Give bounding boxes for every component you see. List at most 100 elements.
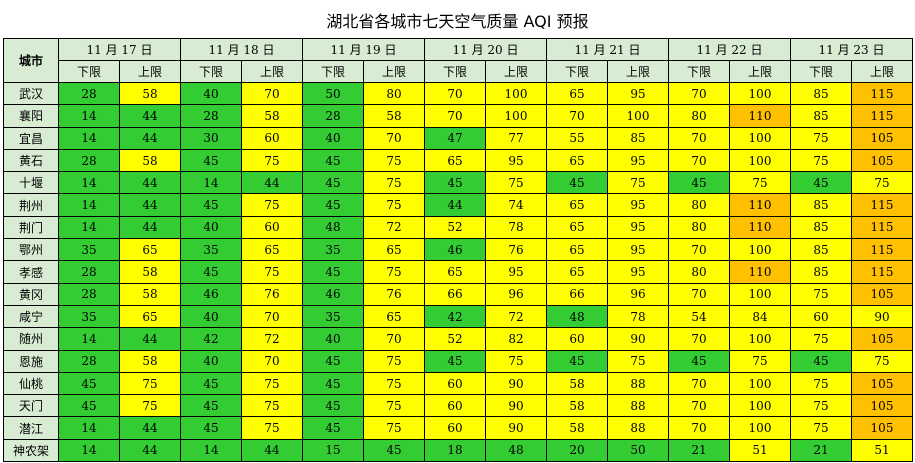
aqi-lower-cell: 70 — [668, 148, 730, 173]
table-row: 随州 14 44 42 72 40 70 52 82 60 90 70 100 75 105 — [3, 327, 913, 351]
lower-bound-header: 下限 — [58, 60, 120, 83]
aqi-lower-cell: 58 — [546, 394, 608, 418]
date-header: 11 月 23 日 — [790, 38, 913, 61]
city-name-cell: 十堰 — [3, 171, 59, 195]
upper-bound-header: 上限 — [363, 60, 425, 83]
aqi-upper-cell: 96 — [485, 282, 547, 306]
aqi-upper-cell: 44 — [119, 215, 181, 240]
aqi-upper-cell: 75 — [607, 171, 669, 195]
aqi-lower-cell: 60 — [790, 304, 852, 329]
aqi-upper-cell: 75 — [363, 349, 425, 373]
aqi-lower-cell: 70 — [424, 104, 486, 128]
city-name-cell: 宜昌 — [3, 126, 59, 150]
aqi-lower-cell: 80 — [668, 104, 730, 128]
aqi-upper-cell: 105 — [851, 394, 913, 418]
aqi-lower-cell: 75 — [790, 148, 852, 173]
aqi-lower-cell: 14 — [58, 171, 120, 195]
aqi-upper-cell: 100 — [485, 81, 547, 106]
aqi-upper-cell: 70 — [241, 304, 303, 329]
aqi-lower-cell: 80 — [668, 215, 730, 240]
aqi-lower-cell: 80 — [668, 260, 730, 284]
aqi-lower-cell: 28 — [58, 349, 120, 373]
upper-bound-header: 上限 — [851, 60, 913, 83]
aqi-upper-cell: 75 — [363, 416, 425, 440]
aqi-upper-cell: 95 — [607, 238, 669, 262]
aqi-upper-cell: 100 — [729, 148, 791, 173]
aqi-lower-cell: 45 — [302, 371, 364, 396]
aqi-upper-cell: 100 — [485, 104, 547, 128]
aqi-upper-cell: 65 — [363, 304, 425, 329]
aqi-lower-cell: 65 — [546, 238, 608, 262]
aqi-upper-cell: 48 — [485, 438, 547, 463]
aqi-upper-cell: 72 — [485, 304, 547, 329]
upper-bound-header: 上限 — [729, 60, 791, 83]
aqi-upper-cell: 70 — [241, 349, 303, 373]
aqi-upper-cell: 75 — [363, 171, 425, 195]
aqi-upper-cell: 105 — [851, 282, 913, 306]
aqi-lower-cell: 50 — [302, 81, 364, 106]
aqi-lower-cell: 35 — [58, 238, 120, 262]
aqi-upper-cell: 100 — [729, 126, 791, 150]
city-name-cell: 武汉 — [3, 81, 59, 106]
aqi-lower-cell: 60 — [424, 416, 486, 440]
aqi-lower-cell: 40 — [180, 349, 242, 373]
city-name-cell: 荆门 — [3, 215, 59, 240]
lower-bound-header: 下限 — [180, 60, 242, 83]
aqi-upper-cell: 58 — [363, 104, 425, 128]
aqi-lower-cell: 28 — [180, 104, 242, 128]
aqi-lower-cell: 85 — [790, 104, 852, 128]
aqi-upper-cell: 65 — [363, 238, 425, 262]
aqi-upper-cell: 50 — [607, 438, 669, 463]
aqi-upper-cell: 75 — [363, 260, 425, 284]
city-name-cell: 黄冈 — [3, 282, 59, 306]
aqi-upper-cell: 76 — [363, 282, 425, 306]
aqi-lower-cell: 85 — [790, 215, 852, 240]
aqi-upper-cell: 75 — [241, 416, 303, 440]
aqi-lower-cell: 42 — [424, 304, 486, 329]
aqi-lower-cell: 75 — [790, 126, 852, 150]
aqi-lower-cell: 40 — [180, 215, 242, 240]
aqi-lower-cell: 70 — [668, 282, 730, 306]
aqi-lower-cell: 45 — [424, 171, 486, 195]
aqi-lower-cell: 35 — [58, 304, 120, 329]
aqi-lower-cell: 70 — [668, 327, 730, 351]
aqi-upper-cell: 78 — [607, 304, 669, 329]
aqi-upper-cell: 100 — [607, 104, 669, 128]
aqi-upper-cell: 44 — [119, 104, 181, 128]
aqi-upper-cell: 65 — [241, 238, 303, 262]
aqi-lower-cell: 70 — [546, 104, 608, 128]
aqi-lower-cell: 65 — [546, 148, 608, 173]
aqi-lower-cell: 75 — [790, 416, 852, 440]
aqi-upper-cell: 70 — [241, 81, 303, 106]
upper-bound-header: 上限 — [241, 60, 303, 83]
aqi-upper-cell: 100 — [729, 416, 791, 440]
aqi-lower-cell: 28 — [58, 282, 120, 306]
aqi-lower-cell: 66 — [424, 282, 486, 306]
aqi-lower-cell: 45 — [302, 171, 364, 195]
aqi-lower-cell: 28 — [58, 260, 120, 284]
aqi-lower-cell: 46 — [424, 238, 486, 262]
aqi-lower-cell: 45 — [180, 193, 242, 217]
aqi-lower-cell: 58 — [546, 416, 608, 440]
aqi-upper-cell: 90 — [485, 416, 547, 440]
aqi-lower-cell: 65 — [546, 260, 608, 284]
aqi-upper-cell: 75 — [851, 349, 913, 373]
aqi-lower-cell: 65 — [546, 193, 608, 217]
city-name-cell: 神农架 — [3, 438, 59, 463]
aqi-lower-cell: 70 — [668, 394, 730, 418]
aqi-lower-cell: 14 — [180, 171, 242, 195]
aqi-upper-cell: 78 — [485, 215, 547, 240]
aqi-upper-cell: 100 — [729, 81, 791, 106]
aqi-lower-cell: 85 — [790, 260, 852, 284]
aqi-upper-cell: 115 — [851, 193, 913, 217]
table-row: 荆州 14 44 45 75 45 75 44 74 65 95 80 110 85 115 — [3, 193, 913, 217]
aqi-upper-cell: 44 — [119, 416, 181, 440]
aqi-lower-cell: 65 — [546, 215, 608, 240]
aqi-lower-cell: 45 — [790, 171, 852, 195]
aqi-upper-cell: 88 — [607, 371, 669, 396]
aqi-lower-cell: 52 — [424, 215, 486, 240]
aqi-upper-cell: 58 — [119, 81, 181, 106]
table-row: 潜江 14 44 45 75 45 75 60 90 58 88 70 100 75 105 — [3, 416, 913, 440]
aqi-upper-cell: 85 — [607, 126, 669, 150]
aqi-upper-cell: 45 — [363, 438, 425, 463]
